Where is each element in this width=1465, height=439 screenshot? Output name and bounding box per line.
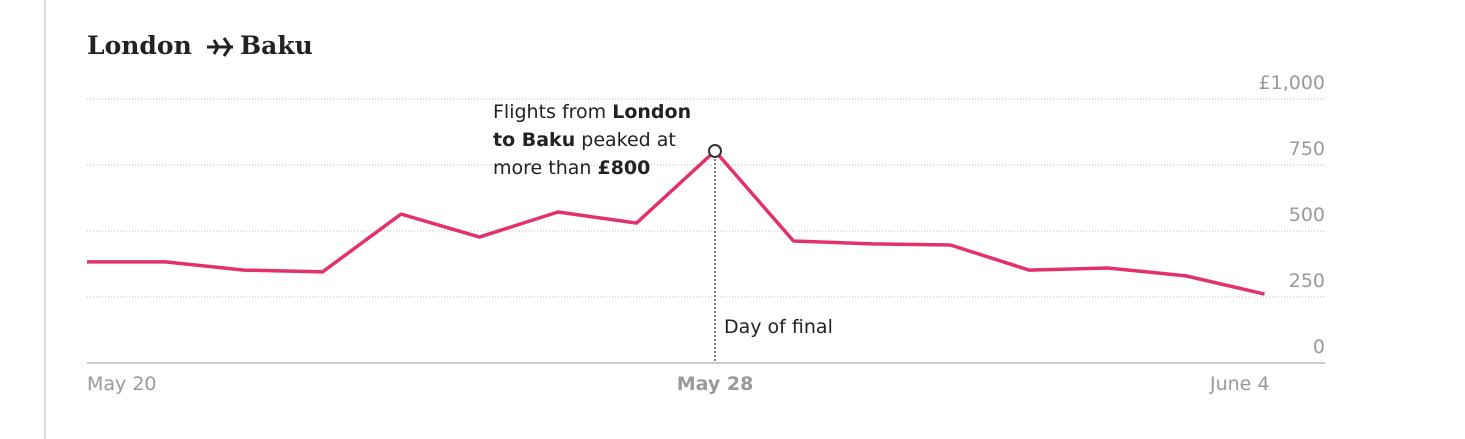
title-to: Baku xyxy=(240,31,313,60)
annotation-part: more than xyxy=(493,157,597,179)
annotation-part: £800 xyxy=(597,157,650,179)
annotation: to Baku peaked at xyxy=(493,129,676,151)
y-tick-label: 0 xyxy=(1313,336,1325,358)
y-tick-label: 750 xyxy=(1289,138,1325,160)
title-from: London xyxy=(87,31,192,60)
plane-icon xyxy=(207,37,233,57)
x-tick-label: May 20 xyxy=(87,373,157,395)
annotation-part: Flights from xyxy=(493,101,612,123)
annotation-part: London xyxy=(612,101,691,123)
annotation: Flights from London xyxy=(493,101,691,123)
line-series xyxy=(87,149,1265,296)
x-tick-label: May 28 xyxy=(677,373,754,395)
y-tick-label: £1,000 xyxy=(1259,72,1325,94)
highlight-label: Day of final xyxy=(724,316,833,338)
annotation-part: peaked at xyxy=(575,129,676,151)
x-tick-label: June 4 xyxy=(1209,373,1270,395)
highlight-point xyxy=(708,144,722,159)
annotation-part: to Baku xyxy=(493,129,575,151)
y-tick-label: 250 xyxy=(1289,270,1325,292)
annotation: more than £800 xyxy=(493,157,650,179)
y-tick-label: 500 xyxy=(1289,204,1325,226)
